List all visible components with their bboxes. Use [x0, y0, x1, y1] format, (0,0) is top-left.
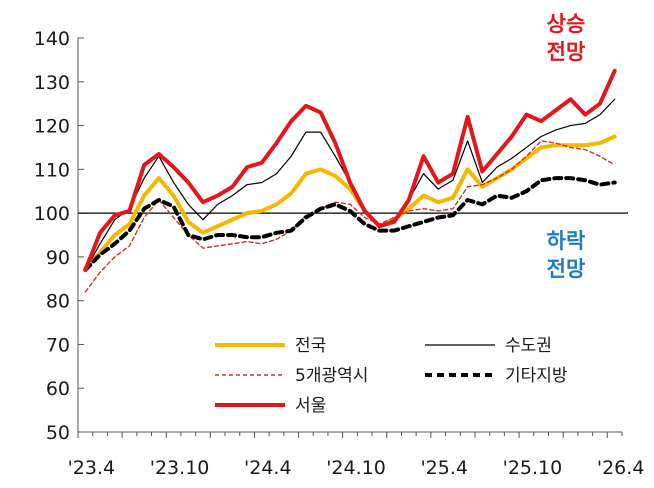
y-tick-label: 140 [34, 28, 70, 50]
x-tick-label: '24.10 [326, 457, 386, 479]
annotation-0-line-0: 상승 [547, 12, 586, 36]
legend-label-4: 서울 [295, 396, 326, 416]
x-tick-label: '23.10 [150, 457, 210, 479]
legend-label-1: 수도권 [505, 336, 552, 356]
y-tick-label: 100 [34, 203, 70, 225]
y-axis: 50 60 70 80 90 100 110 120 130 140 [34, 28, 84, 444]
y-tick-label: 80 [46, 291, 70, 313]
x-axis: '23.4 '23.10 '24.4 '24.10 '25.4 '25.10 '26.4 [68, 431, 645, 479]
annotation-1-line-1: 전망 [547, 257, 586, 281]
series-line-0 [83, 134, 617, 270]
annotation-0-line-1: 전망 [547, 40, 586, 64]
y-tick-label: 50 [46, 422, 70, 444]
legend-label-2: 5개광역시 [295, 366, 368, 386]
series-line-3 [83, 176, 617, 273]
series-line-4 [83, 68, 617, 273]
x-tick-label: '25.10 [503, 457, 563, 479]
x-tick-label: '23.4 [68, 457, 116, 479]
y-tick-label: 70 [46, 334, 70, 356]
x-tick-label: '24.4 [244, 457, 292, 479]
x-tick-label: '26.4 [597, 457, 645, 479]
series-line-2 [84, 140, 616, 293]
annotation-1-line-0: 하락 [547, 229, 586, 253]
y-tick-label: 120 [34, 116, 70, 138]
legend-label-3: 기타지방 [505, 366, 568, 386]
y-tick-label: 60 [46, 378, 70, 400]
x-tick-label: '25.4 [420, 457, 468, 479]
legend-label-0: 전국 [295, 336, 326, 356]
series-layer [83, 68, 617, 293]
y-tick-label: 110 [34, 159, 70, 181]
y-tick-label: 90 [46, 247, 70, 269]
legend-background [205, 326, 603, 416]
y-tick-label: 130 [34, 72, 70, 94]
